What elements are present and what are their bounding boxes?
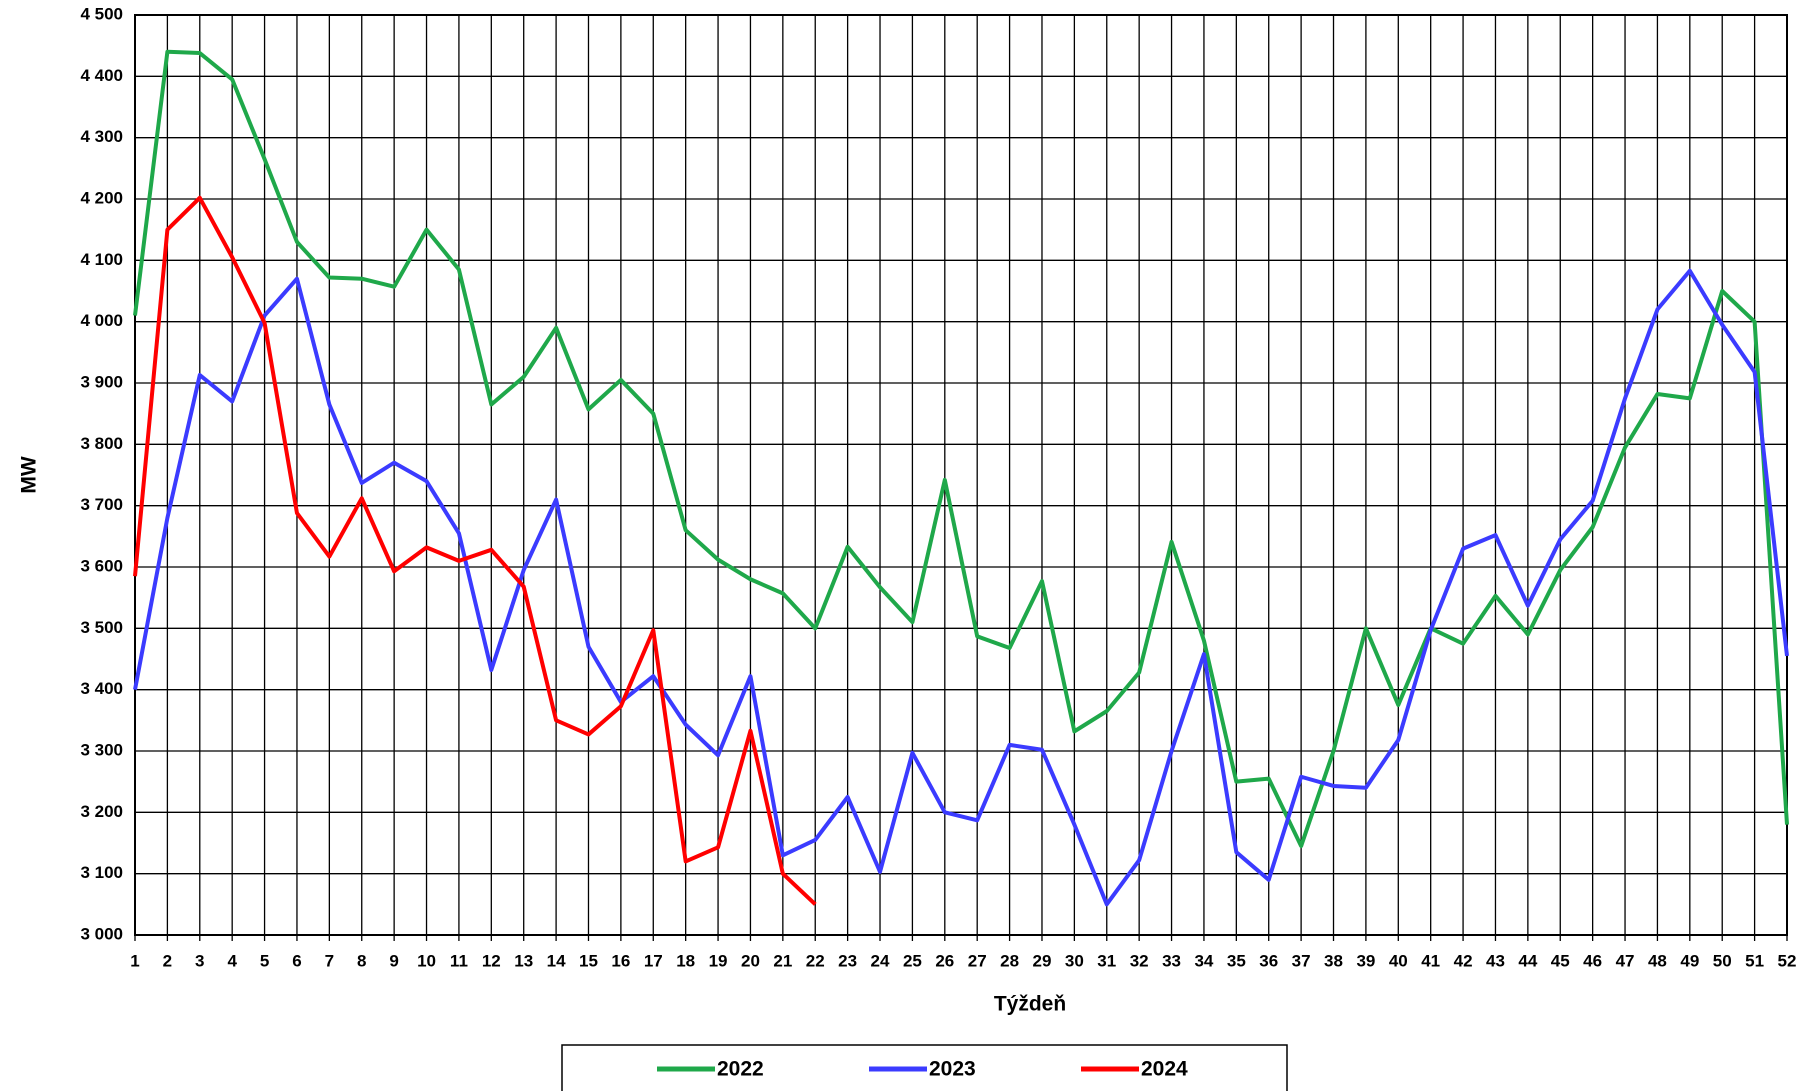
y-tick-label: 4 300 (80, 127, 123, 146)
y-tick-label: 3 700 (80, 495, 123, 514)
x-tick-label: 26 (935, 951, 954, 970)
legend-label: 2023 (929, 1058, 976, 1081)
legend-label: 2024 (1141, 1058, 1188, 1081)
x-tick-label: 42 (1454, 951, 1473, 970)
x-tick-label: 30 (1065, 951, 1084, 970)
x-tick-label: 10 (417, 951, 436, 970)
x-tick-label: 28 (1000, 951, 1019, 970)
x-tick-label: 29 (1033, 951, 1052, 970)
y-tick-label: 3 800 (80, 434, 123, 453)
y-tick-label: 4 500 (80, 4, 123, 23)
x-tick-label: 31 (1097, 951, 1116, 970)
x-tick-label: 50 (1713, 951, 1732, 970)
x-tick-label: 39 (1356, 951, 1375, 970)
y-tick-label: 3 600 (80, 556, 123, 575)
x-tick-label: 13 (514, 951, 533, 970)
x-tick-label: 27 (968, 951, 987, 970)
x-tick-label: 20 (741, 951, 760, 970)
x-tick-label: 1 (130, 951, 139, 970)
y-tick-label: 4 100 (80, 250, 123, 269)
x-tick-label: 17 (644, 951, 663, 970)
x-tick-label: 15 (579, 951, 598, 970)
x-tick-label: 33 (1162, 951, 1181, 970)
x-tick-label: 24 (871, 951, 890, 970)
x-tick-label: 9 (389, 951, 398, 970)
x-tick-label: 41 (1421, 951, 1440, 970)
y-tick-label: 3 900 (80, 372, 123, 391)
x-tick-label: 51 (1745, 951, 1764, 970)
x-tick-label: 47 (1616, 951, 1635, 970)
x-tick-label: 19 (709, 951, 728, 970)
x-tick-label: 8 (357, 951, 366, 970)
x-axis-label: Týždeň (994, 993, 1066, 1016)
x-tick-label: 48 (1648, 951, 1667, 970)
x-tick-label: 32 (1130, 951, 1149, 970)
data-line (133, 195, 817, 906)
y-tick-label: 3 300 (80, 740, 123, 759)
x-tick-label: 4 (227, 951, 237, 970)
x-tick-label: 40 (1389, 951, 1408, 970)
x-tick-label: 46 (1583, 951, 1602, 970)
y-tick-label: 4 000 (80, 311, 123, 330)
x-tick-label: 2 (163, 951, 172, 970)
y-tick-label: 3 000 (80, 924, 123, 943)
x-tick-label: 34 (1194, 951, 1213, 970)
x-tick-label: 18 (676, 951, 695, 970)
x-tick-label: 35 (1227, 951, 1246, 970)
y-tick-label: 3 500 (80, 618, 123, 637)
x-tick-label: 21 (773, 951, 792, 970)
x-tick-label: 44 (1518, 951, 1537, 970)
y-tick-label: 3 400 (80, 679, 123, 698)
x-tick-label: 22 (806, 951, 825, 970)
data-line (133, 268, 1789, 907)
x-tick-label: 14 (547, 951, 566, 970)
x-tick-label: 37 (1292, 951, 1311, 970)
x-tick-label: 16 (611, 951, 630, 970)
y-tick-label: 3 200 (80, 802, 123, 821)
x-tick-label: 7 (325, 951, 334, 970)
x-tick-label: 45 (1551, 951, 1570, 970)
plot-frame (134, 14, 1788, 936)
x-tick-label: 12 (482, 951, 501, 970)
x-tick-label: 36 (1259, 951, 1278, 970)
x-tick-label: 25 (903, 951, 922, 970)
x-tick-label: 38 (1324, 951, 1343, 970)
legend-label: 2022 (717, 1058, 764, 1081)
x-tick-label: 23 (838, 951, 857, 970)
x-tick-label: 52 (1778, 951, 1797, 970)
x-tick-label: 11 (450, 951, 468, 970)
x-tick-label: 43 (1486, 951, 1505, 970)
x-tick-label: 49 (1680, 951, 1699, 970)
y-tick-label: 4 400 (80, 66, 123, 85)
y-axis-label: MW (18, 456, 41, 493)
y-tick-label: 3 100 (80, 863, 123, 882)
x-tick-label: 3 (195, 951, 204, 970)
x-tick-label: 6 (292, 951, 301, 970)
x-tick-label: 5 (260, 951, 269, 970)
y-tick-label: 4 200 (80, 188, 123, 207)
data-line (133, 49, 1789, 849)
